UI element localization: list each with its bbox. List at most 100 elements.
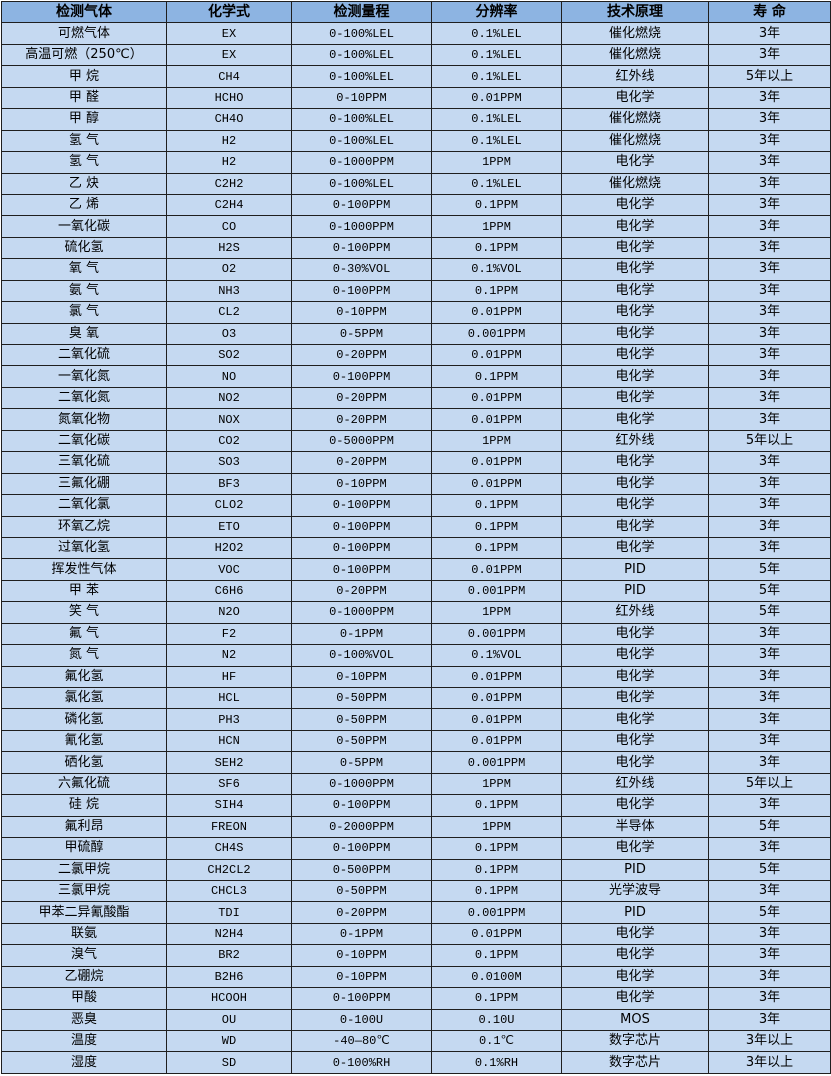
range-cell: 0-100%RH: [291, 1051, 432, 1074]
table-row: 一氧化氮 NO 0-100PPM 0.1PPM 电化学 3年: [1, 365, 831, 388]
table-row: 联氨 N2H4 0-1PPM 0.01PPM 电化学 3年: [1, 922, 831, 946]
resolution-cell: 0.1PPM: [431, 236, 562, 260]
lifespan-cell: 3年: [708, 472, 831, 496]
table-row: 三氟化硼 BF3 0-10PPM 0.01PPM 电化学 3年: [1, 472, 831, 496]
principle-cell: 催化燃烧: [561, 108, 709, 131]
table-row: 甲酸 HCOOH 0-100PPM 0.1PPM 电化学 3年: [1, 987, 831, 1010]
resolution-cell: 0.1PPM: [431, 494, 562, 517]
formula-cell: CH2CL2: [166, 858, 292, 881]
principle-cell: 电化学: [561, 644, 709, 667]
formula-cell: BF3: [166, 472, 292, 496]
formula-cell: NO2: [166, 386, 292, 410]
table-row: 三氯甲烷 CHCL3 0-50PPM 0.1PPM 光学波导 3年: [1, 879, 831, 903]
range-cell: 0-1000PPM: [291, 151, 432, 174]
table-row: 挥发性气体 VOC 0-100PPM 0.01PPM PID 5年: [1, 558, 831, 581]
principle-cell: 电化学: [561, 236, 709, 260]
range-cell: 0-100%LEL: [291, 129, 432, 153]
lifespan-cell: 3年: [708, 22, 831, 45]
table-row: 温度 WD -40—80℃ 0.1℃ 数字芯片 3年以上: [1, 1029, 831, 1053]
table-row: 氟利昂 FREON 0-2000PPM 1PPM 半导体 5年: [1, 815, 831, 839]
lifespan-cell: 3年: [708, 494, 831, 517]
table-row: 甲苯二异氰酸酯 TDI 0-20PPM 0.001PPM PID 5年: [1, 901, 831, 924]
formula-cell: NOX: [166, 408, 292, 431]
formula-cell: CHCL3: [166, 879, 292, 903]
lifespan-cell: 3年: [708, 944, 831, 967]
formula-cell: CO2: [166, 429, 292, 453]
header-gas: 检测气体: [1, 0, 167, 24]
formula-cell: NH3: [166, 279, 292, 303]
table-row: 氢 气 H2 0-100%LEL 0.1%LEL 催化燃烧 3年: [1, 129, 831, 153]
table-row: 恶臭 OU 0-100U 0.10U MOS 3年: [1, 1008, 831, 1032]
formula-cell: B2H6: [166, 965, 292, 989]
resolution-cell: 0.1PPM: [431, 279, 562, 303]
lifespan-cell: 3年: [708, 215, 831, 238]
resolution-cell: 1PPM: [431, 215, 562, 238]
gas-cell: 氯化氢: [1, 686, 167, 710]
lifespan-cell: 3年: [708, 86, 831, 110]
range-cell: 0-10PPM: [291, 301, 432, 324]
resolution-cell: 0.1PPM: [431, 879, 562, 903]
formula-cell: O3: [166, 322, 292, 346]
principle-cell: 电化学: [561, 86, 709, 110]
gas-cell: 二氧化碳: [1, 429, 167, 453]
principle-cell: PID: [561, 558, 709, 581]
formula-cell: H2S: [166, 236, 292, 260]
gas-cell: 六氟化硫: [1, 772, 167, 796]
lifespan-cell: 3年: [708, 193, 831, 217]
range-cell: 0-10PPM: [291, 472, 432, 496]
table-row: 硒化氢 SEH2 0-5PPM 0.001PPM 电化学 3年: [1, 751, 831, 774]
range-cell: 0-10PPM: [291, 665, 432, 689]
resolution-cell: 0.01PPM: [431, 386, 562, 410]
lifespan-cell: 5年以上: [708, 65, 831, 88]
lifespan-cell: 3年: [708, 365, 831, 388]
range-cell: 0-100PPM: [291, 987, 432, 1010]
gas-cell: 乙 烯: [1, 193, 167, 217]
gas-cell: 氮 气: [1, 644, 167, 667]
lifespan-cell: 5年: [708, 579, 831, 603]
formula-cell: EX: [166, 22, 292, 45]
principle-cell: 电化学: [561, 408, 709, 431]
gas-cell: 甲 醛: [1, 86, 167, 110]
formula-cell: TDI: [166, 901, 292, 924]
lifespan-cell: 3年: [708, 879, 831, 903]
table-row: 氯化氢 HCL 0-50PPM 0.01PPM 电化学 3年: [1, 686, 831, 710]
formula-cell: HCHO: [166, 86, 292, 110]
resolution-cell: 0.1PPM: [431, 193, 562, 217]
principle-cell: 红外线: [561, 65, 709, 88]
principle-cell: 电化学: [561, 343, 709, 367]
principle-cell: 电化学: [561, 536, 709, 560]
principle-cell: 电化学: [561, 301, 709, 324]
table-row: 六氟化硫 SF6 0-1000PPM 1PPM 红外线 5年以上: [1, 772, 831, 796]
lifespan-cell: 3年: [708, 837, 831, 860]
lifespan-cell: 3年以上: [708, 1029, 831, 1053]
formula-cell: HCOOH: [166, 987, 292, 1010]
lifespan-cell: 3年: [708, 108, 831, 131]
principle-cell: 电化学: [561, 215, 709, 238]
range-cell: 0-50PPM: [291, 686, 432, 710]
lifespan-cell: 3年: [708, 43, 831, 67]
gas-cell: 溴气: [1, 944, 167, 967]
principle-cell: 电化学: [561, 386, 709, 410]
gas-cell: 甲 苯: [1, 579, 167, 603]
formula-cell: H2O2: [166, 536, 292, 560]
gas-cell: 甲硫醇: [1, 837, 167, 860]
principle-cell: 电化学: [561, 751, 709, 774]
resolution-cell: 0.1PPM: [431, 515, 562, 538]
lifespan-cell: 3年: [708, 151, 831, 174]
principle-cell: 电化学: [561, 472, 709, 496]
lifespan-cell: 3年: [708, 965, 831, 989]
gas-cell: 氟 气: [1, 622, 167, 646]
range-cell: 0-10PPM: [291, 965, 432, 989]
principle-cell: 电化学: [561, 837, 709, 860]
formula-cell: SF6: [166, 772, 292, 796]
range-cell: 0-20PPM: [291, 579, 432, 603]
principle-cell: 电化学: [561, 708, 709, 731]
range-cell: 0-20PPM: [291, 386, 432, 410]
range-cell: 0-20PPM: [291, 343, 432, 367]
lifespan-cell: 3年: [708, 451, 831, 474]
lifespan-cell: 3年: [708, 665, 831, 689]
formula-cell: HCN: [166, 729, 292, 753]
gas-cell: 恶臭: [1, 1008, 167, 1032]
table-row: 氮氧化物 NOX 0-20PPM 0.01PPM 电化学 3年: [1, 408, 831, 431]
